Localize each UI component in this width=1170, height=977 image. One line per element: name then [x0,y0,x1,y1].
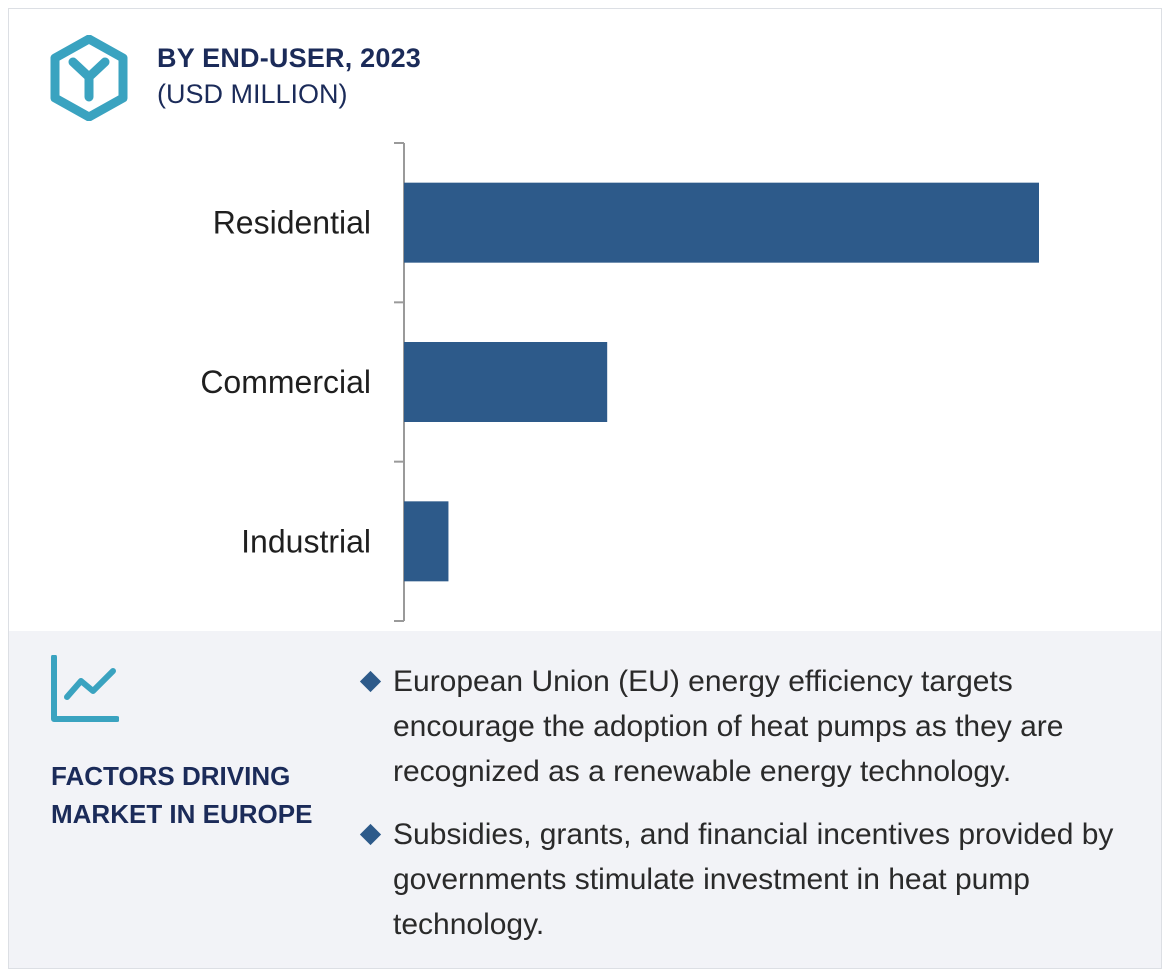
category-label-commercial: Commercial [200,364,371,400]
category-label-industrial: Industrial [241,523,371,559]
chart-subtitle: (USD MILLION) [157,79,348,109]
hexagon-y-logo-icon [50,35,128,121]
factors-panel: FACTORS DRIVING MARKET IN EUROPE Europea… [9,631,1161,968]
factor-item: Subsidies, grants, and financial incenti… [359,812,1139,947]
category-label-residential: Residential [213,205,371,241]
infographic-card: BY END-USER, 2023 (USD MILLION) Resident… [8,8,1162,969]
bar-chart: Residential Commercial Industrial [200,142,1039,622]
factors-list: European Union (EU) energy efficiency ta… [359,659,1139,965]
bar-commercial [404,342,608,422]
bar-industrial [404,501,449,582]
trend-line-chart-icon [51,655,119,722]
chart-title: BY END-USER, 2023 [157,43,422,73]
factor-text: Subsidies, grants, and financial incenti… [393,818,1114,941]
factors-heading: FACTORS DRIVING MARKET IN EUROPE [51,761,313,829]
factor-item: European Union (EU) energy efficiency ta… [359,659,1139,794]
factor-text: European Union (EU) energy efficiency ta… [393,665,1064,788]
diamond-bullet-icon [359,823,382,846]
diamond-bullet-icon [359,670,382,693]
bar-residential [404,182,1039,263]
